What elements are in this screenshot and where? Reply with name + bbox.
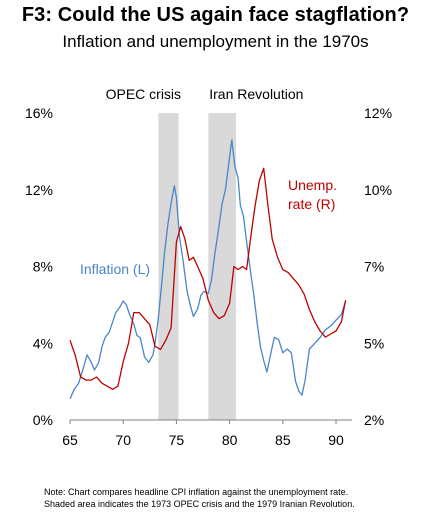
series-label-unemployment-0: Unemp. <box>288 177 337 193</box>
series-label-inflation: Inflation (L) <box>80 261 150 277</box>
chart-subtitle: Inflation and unemployment in the 1970s <box>62 32 369 51</box>
y-left-tick-label-4: 16% <box>25 105 53 121</box>
stagflation-chart: OPEC crisis Iran Revolution 65 70 75 80 85 90 0%… <box>25 86 392 448</box>
x-tick-label-0: 65 <box>62 432 78 448</box>
shaded-period-label-1: Iran Revolution <box>209 86 303 102</box>
y-left-tick-label-1: 4% <box>33 335 53 351</box>
y-left-tick-label-2: 8% <box>33 259 53 275</box>
y-left-tick-label-0: 0% <box>33 412 53 428</box>
x-tick-label-5: 90 <box>328 432 344 448</box>
x-tick-label-4: 85 <box>275 432 291 448</box>
y-right-tick-label-0: 2% <box>364 412 384 428</box>
chart-title: F3: Could the US again face stagflation? <box>21 4 410 26</box>
note-line-2: Shaded area indicates the 1973 OPEC cris… <box>44 499 355 509</box>
note-line-1: Note: Chart compares headline CPI inflat… <box>44 487 349 497</box>
x-tick-label-3: 80 <box>222 432 238 448</box>
y-left-tick-label-3: 12% <box>25 182 53 198</box>
series-line-unemployment <box>69 167 347 390</box>
chart-note: Note: Chart compares headline CPI inflat… <box>44 486 424 510</box>
y-right-tick-label-3: 10% <box>364 182 392 198</box>
y-right-tick-label-4: 12% <box>364 105 392 121</box>
y-right-tick-label-2: 7% <box>364 259 384 275</box>
x-tick-label-2: 75 <box>169 432 185 448</box>
y-right-tick-label-1: 5% <box>364 335 384 351</box>
shaded-period-label-0: OPEC crisis <box>106 86 181 102</box>
series-label-unemployment-1: rate (R) <box>288 196 335 212</box>
shaded-period-1 <box>208 113 237 420</box>
series-line-inflation <box>69 139 347 400</box>
x-tick-label-1: 70 <box>115 432 131 448</box>
